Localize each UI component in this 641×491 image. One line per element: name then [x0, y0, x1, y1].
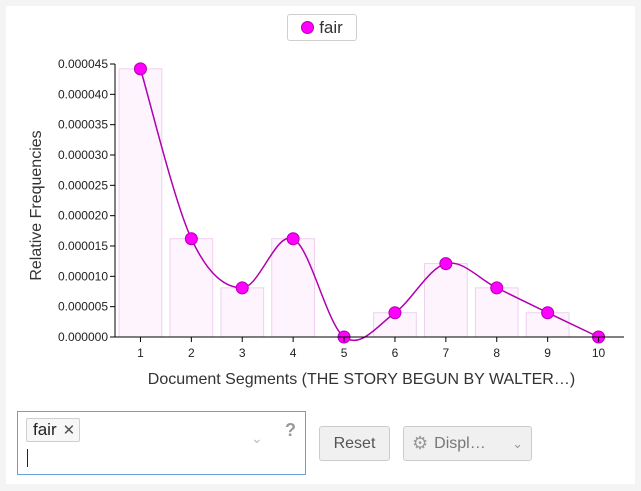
y-tick-label: 0.000005: [58, 300, 108, 314]
point-9[interactable]: [541, 306, 555, 320]
x-tick-label: 4: [290, 346, 297, 360]
display-button-label: Displ…: [434, 434, 486, 452]
y-tick-label: 0.000010: [58, 269, 108, 283]
term-search-box[interactable]: fair ✕ ⌄ ?: [17, 411, 306, 475]
legend-swatch: [301, 21, 315, 34]
x-tick-label: 1: [137, 346, 144, 360]
y-tick-label: 0.000035: [58, 118, 108, 132]
gear-icon: ⚙: [412, 433, 429, 453]
point-3[interactable]: [235, 281, 249, 295]
point-2[interactable]: [184, 232, 198, 246]
y-tick-label: 0.000015: [58, 239, 108, 253]
x-tick-label: 7: [443, 346, 450, 360]
x-tick-label: 2: [188, 346, 195, 360]
term-chip: fair ✕: [26, 418, 81, 442]
y-tick-label: 0.000000: [58, 330, 108, 344]
x-tick-label: 9: [544, 346, 551, 360]
help-icon[interactable]: ?: [285, 420, 296, 440]
point-8[interactable]: [490, 281, 504, 295]
point-1[interactable]: [133, 62, 147, 76]
bar-4: [271, 238, 316, 338]
display-button[interactable]: ⚙ Displ… ⌄: [403, 426, 532, 461]
y-tick-label: 0.000020: [58, 209, 108, 223]
y-tick-label: 0.000025: [58, 178, 108, 192]
y-tick-label: 0.000045: [58, 57, 108, 71]
y-tick-label: 0.000040: [58, 87, 108, 101]
point-6[interactable]: [388, 306, 402, 320]
x-axis-title: Document Segments (THE STORY BEGUN BY WA…: [148, 371, 575, 388]
x-tick-label: 8: [493, 346, 500, 360]
bar-1: [118, 68, 163, 338]
x-tick-label: 10: [592, 346, 606, 360]
chevron-down-icon: ⌄: [512, 435, 523, 451]
y-tick-label: 0.000030: [58, 148, 108, 162]
remove-term-icon[interactable]: ✕: [62, 422, 76, 439]
legend[interactable]: fair: [287, 14, 357, 41]
chart-panel: [6, 6, 635, 484]
line-chart: 0.000000 0.000005 0.000010 0.000015 0.000020…: [28, 57, 624, 388]
term-chip-label: fair: [33, 420, 57, 439]
chevron-down-icon[interactable]: ⌄: [251, 430, 263, 446]
x-tick-label: 6: [392, 346, 399, 360]
bar-7: [423, 263, 468, 338]
reset-button[interactable]: Reset: [319, 426, 390, 461]
point-4[interactable]: [286, 232, 300, 246]
bar-2: [169, 238, 214, 338]
legend-label: fair: [319, 17, 343, 37]
point-7[interactable]: [439, 257, 453, 271]
y-axis-title: Relative Frequencies: [28, 130, 45, 280]
x-tick-label: 3: [239, 346, 246, 360]
bar-3: [220, 287, 265, 338]
text-cursor[interactable]: [27, 449, 28, 467]
x-tick-label: 5: [341, 346, 348, 360]
